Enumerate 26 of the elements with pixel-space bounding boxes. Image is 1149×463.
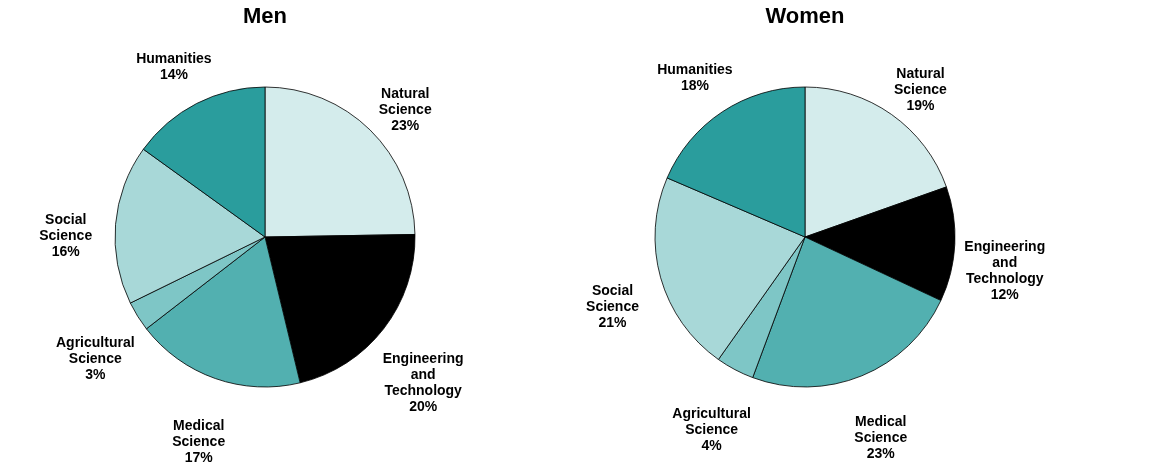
data-label: 20% [409,398,438,415]
data-label: 21% [598,314,628,331]
slice-label: Social Science [39,211,93,244]
slice-label: Agricultural Science [55,333,135,366]
data-label: 12% [990,285,1020,302]
slice-label: Humanities [657,61,733,78]
data-label: 16% [51,243,81,260]
slice-label: Engineering and Technology [382,350,464,399]
chart-title: Women [765,3,845,28]
slice-label: Engineering and Technology [964,237,1046,286]
slice-label: Medical Science [172,416,226,449]
data-label: 17% [184,448,214,463]
data-label: 19% [906,96,936,113]
data-label: 18% [680,77,710,94]
slice-label: Agricultural Science [672,404,751,437]
data-label: 4% [701,436,723,453]
chart-title: Men [243,3,287,28]
slice-label: Medical Science [854,413,908,446]
data-label: 23% [866,445,896,462]
data-label: 3% [85,365,106,382]
data-label: 14% [159,65,189,82]
slice-label: Humanities [136,49,212,66]
slice-label: Social Science [586,282,640,315]
data-label: 23% [391,117,420,134]
slice-label: Natural Science [893,64,948,97]
slice-label: Natural Science [378,85,432,118]
